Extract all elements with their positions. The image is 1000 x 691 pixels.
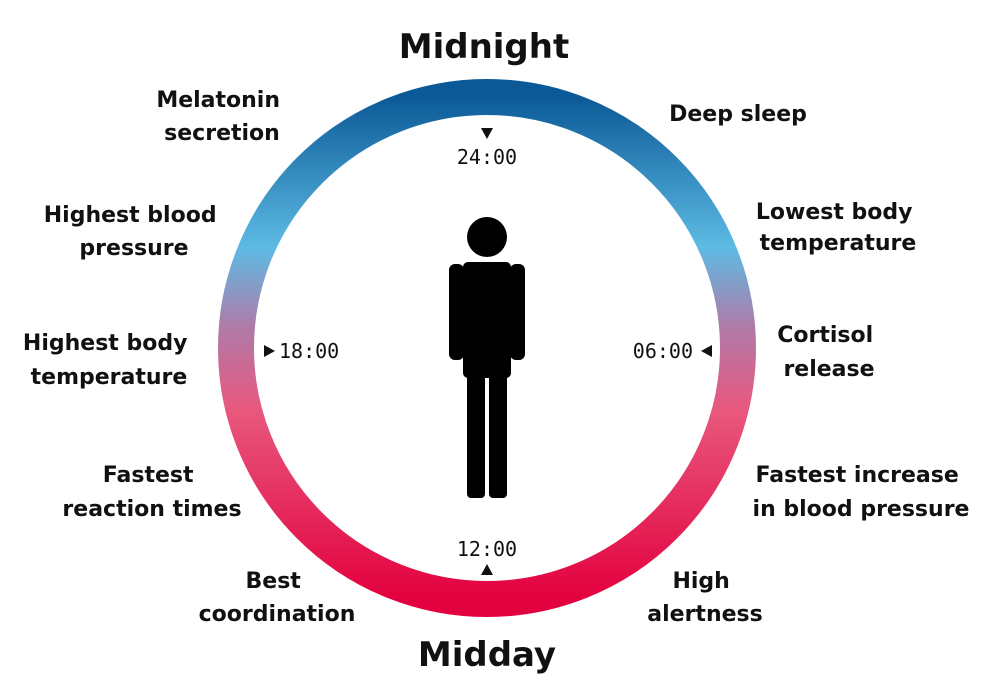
label-highest-body-temperature: Highest body temperature bbox=[23, 331, 195, 390]
label-fastest-reaction-times: Fastest reaction times bbox=[62, 463, 241, 522]
label-deep-sleep: Deep sleep bbox=[669, 102, 807, 127]
triangle-marker-icon bbox=[701, 345, 712, 357]
triangle-marker-icon bbox=[481, 128, 493, 139]
triangle-marker-icon bbox=[481, 564, 493, 575]
time-06: 06:00 bbox=[633, 339, 693, 363]
label-highest-blood-pressure: Highest blood pressure bbox=[44, 203, 225, 261]
label-cortisol-release: Cortisol release bbox=[777, 323, 881, 382]
person-icon bbox=[449, 217, 525, 498]
title-midnight: Midnight bbox=[399, 27, 569, 67]
label-melatonin-secretion: Melatonin secretion bbox=[156, 88, 287, 146]
time-12: 12:00 bbox=[457, 537, 517, 561]
time-18: 18:00 bbox=[279, 339, 339, 363]
label-high-alertness: High alertness bbox=[647, 569, 762, 627]
clock-ring bbox=[218, 79, 756, 617]
hour-markers bbox=[264, 128, 712, 575]
label-fastest-increase-blood-pressure: Fastest increase in blood pressure bbox=[753, 463, 970, 522]
title-midday: Midday bbox=[418, 635, 556, 675]
label-lowest-body-temperature: Lowest body temperature bbox=[756, 200, 920, 256]
triangle-marker-icon bbox=[264, 345, 275, 357]
label-best-coordination: Best coordination bbox=[199, 569, 356, 627]
time-24: 24:00 bbox=[457, 145, 517, 169]
